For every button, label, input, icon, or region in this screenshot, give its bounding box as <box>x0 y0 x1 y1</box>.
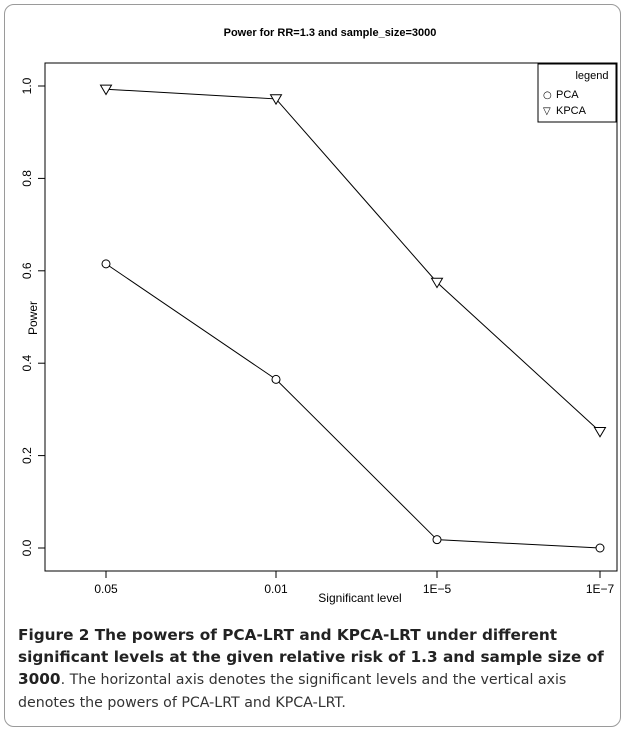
y-tick-label: 0.4 <box>20 355 34 372</box>
data-point-pca <box>595 543 605 553</box>
data-point-kpca <box>99 84 113 96</box>
figure-caption: Figure 2 The powers of PCA-LRT and KPCA-… <box>18 624 614 714</box>
data-point-pca <box>432 535 442 545</box>
y-axis: 0.0 0.2 0.4 0.6 0.8 1.0 <box>20 77 46 556</box>
legend-box <box>537 63 617 123</box>
x-tick-label: 0.01 <box>264 582 288 596</box>
legend-symbol-pca: ○ <box>543 90 552 101</box>
y-tick-label: 0.8 <box>20 170 34 187</box>
y-tick-label: 0.6 <box>20 262 34 279</box>
data-point-kpca <box>430 277 444 289</box>
series-line-pca <box>105 263 601 549</box>
legend-symbol-kpca: ▽ <box>543 106 551 117</box>
legend-title: legend <box>575 70 608 82</box>
x-tick-label: 1E−7 <box>586 582 615 596</box>
series-line-kpca <box>105 88 601 432</box>
x-axis: 0.05 0.01 1E−5 1E−7 <box>94 570 615 596</box>
series-layer <box>99 84 607 553</box>
x-tick-label: 0.05 <box>94 582 118 596</box>
legend: legend ○ PCA ▽ KPCA <box>537 63 617 123</box>
chart-title: Power for RR=1.3 and sample_size=3000 <box>224 27 437 39</box>
x-axis-label: Significant level <box>318 591 401 605</box>
line-chart: Power for RR=1.3 and sample_size=3000 0.… <box>20 27 618 605</box>
figure-frame <box>4 4 621 727</box>
legend-label-kpca: KPCA <box>556 105 587 117</box>
y-axis-label: Power <box>26 301 40 335</box>
data-point-kpca <box>269 94 283 106</box>
x-tick-label: 1E−5 <box>423 582 452 596</box>
y-tick-label: 1.0 <box>20 77 34 94</box>
legend-label-pca: PCA <box>556 89 579 101</box>
data-point-kpca <box>593 426 607 438</box>
y-tick-label: 0.0 <box>20 539 34 556</box>
caption-body: . The horizontal axis denotes the signif… <box>18 672 567 711</box>
data-point-pca <box>101 259 111 269</box>
y-tick-label: 0.2 <box>20 447 34 464</box>
plot-area <box>44 62 618 572</box>
caption-title: Figure 2 The powers of PCA-LRT and KPCA-… <box>18 626 604 688</box>
data-point-pca <box>271 374 281 384</box>
